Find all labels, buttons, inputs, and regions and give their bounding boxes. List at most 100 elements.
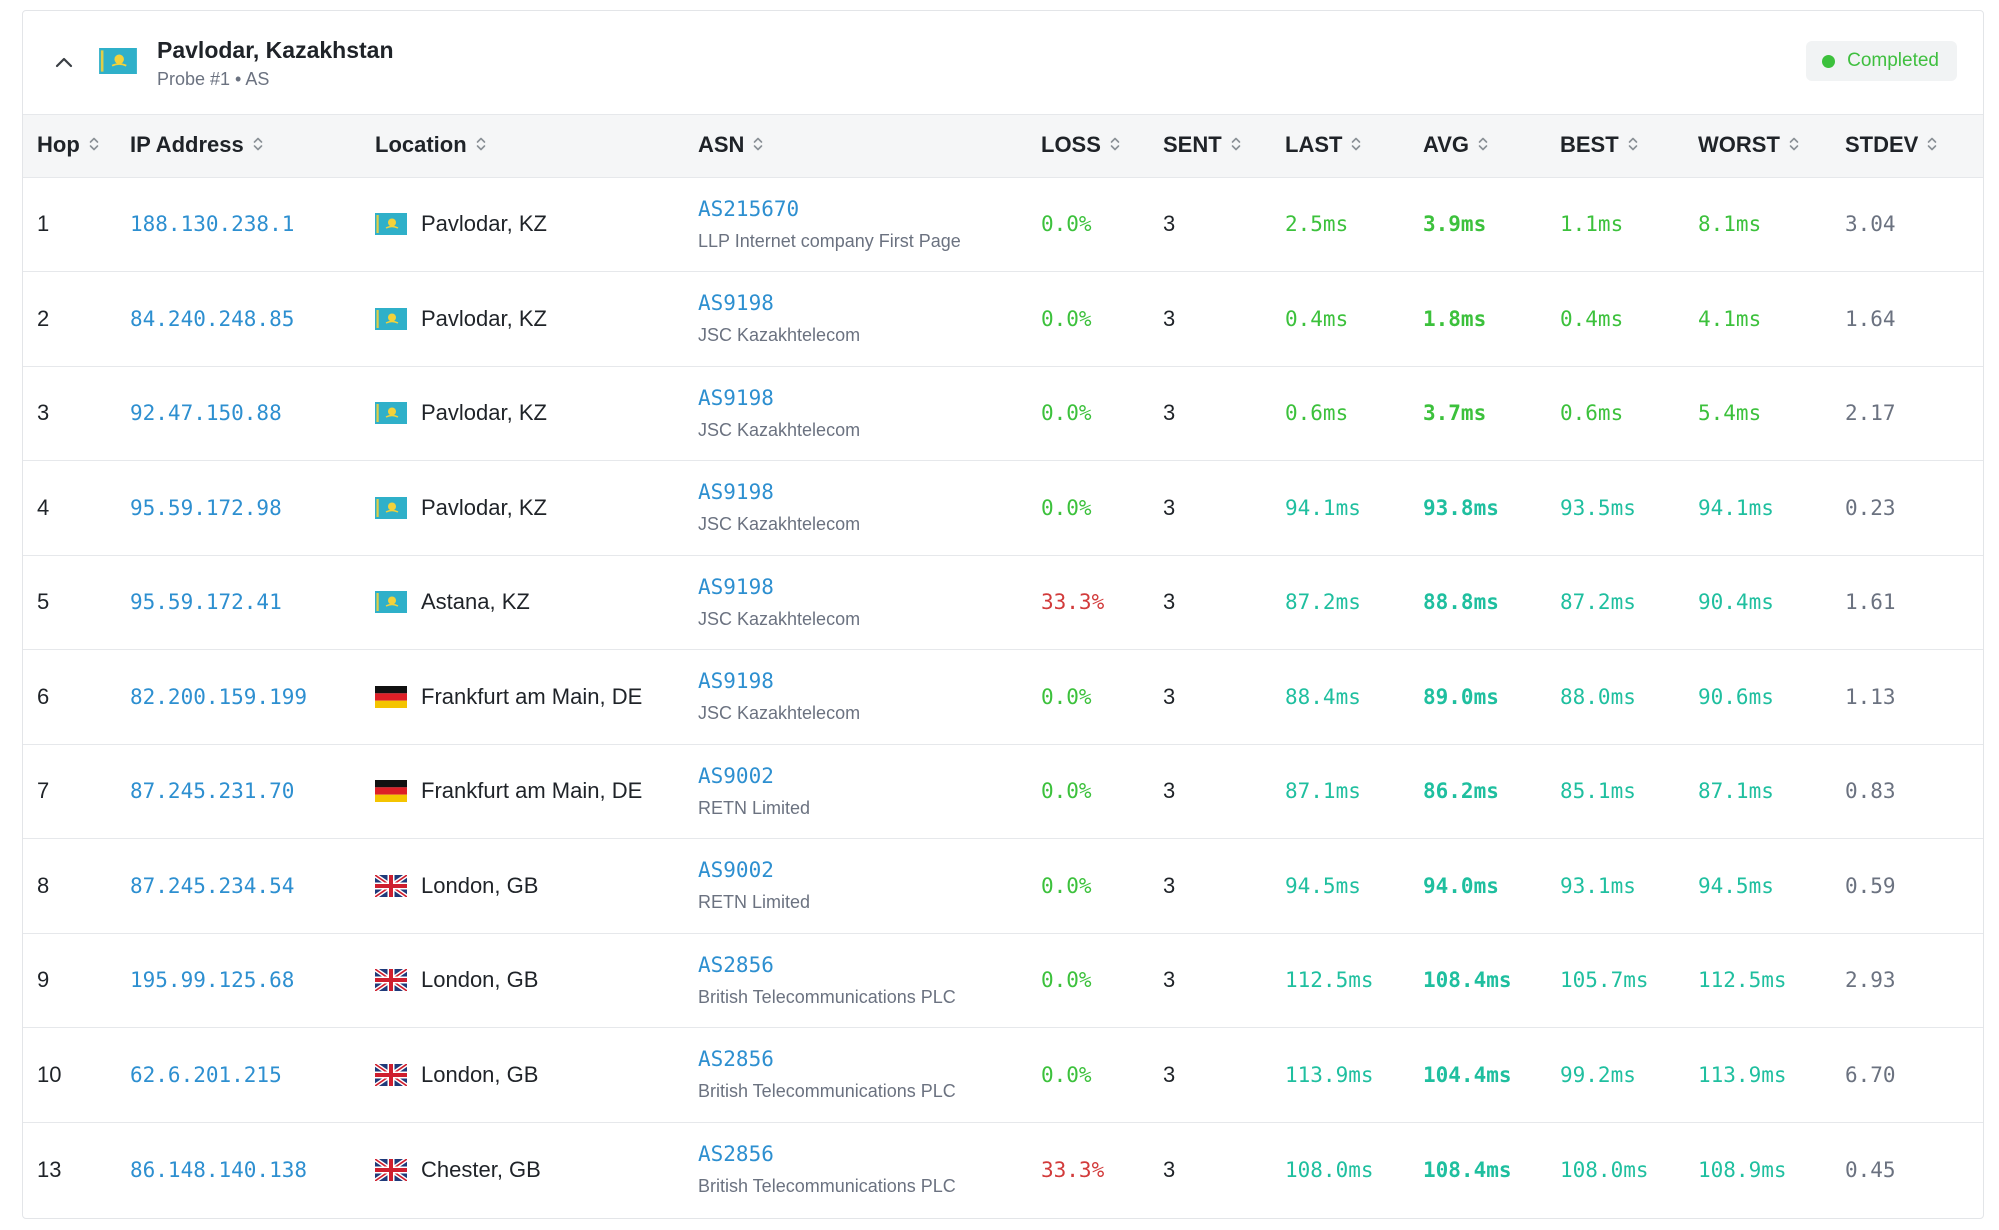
sort-icon[interactable] bbox=[1627, 133, 1639, 159]
stdev-cell: 3.04 bbox=[1845, 177, 1983, 272]
column-header-label: IP Address bbox=[130, 132, 244, 158]
sent-cell: 3 bbox=[1163, 177, 1285, 272]
loss-cell: 33.3% bbox=[1041, 1157, 1105, 1182]
ip-address-link[interactable]: 84.240.248.85 bbox=[130, 306, 295, 331]
asn-link[interactable]: AS9198 bbox=[698, 480, 774, 505]
table-row: 8 87.245.234.54 London, GB AS9002 RETN Limit… bbox=[23, 838, 1983, 934]
location-cell: London, GB bbox=[373, 873, 698, 899]
stdev-cell: 2.93 bbox=[1845, 933, 1983, 1028]
uk-flag-icon bbox=[373, 1156, 409, 1183]
loss-cell: 0.0% bbox=[1041, 460, 1163, 556]
table-row: 6 82.200.159.199 Frankfurt am Main, DE AS91… bbox=[23, 649, 1983, 745]
location-label: Pavlodar, KZ bbox=[421, 494, 547, 520]
column-header-label: SENT bbox=[1163, 132, 1222, 158]
column-header-last[interactable]: LAST bbox=[1285, 115, 1423, 178]
last-cell: 108.0ms bbox=[1285, 1157, 1374, 1182]
sort-icon[interactable] bbox=[1230, 133, 1242, 159]
last-cell: 87.2ms bbox=[1285, 555, 1423, 650]
ip-address-link[interactable]: 86.148.140.138 bbox=[130, 1157, 308, 1182]
stdev-cell: 1.13 bbox=[1845, 649, 1983, 745]
kazakhstan-flag-icon bbox=[375, 213, 407, 236]
sort-icon[interactable] bbox=[1788, 133, 1800, 159]
ip-address-link[interactable]: 87.245.234.54 bbox=[130, 873, 295, 898]
best-cell: 93.1ms bbox=[1560, 838, 1698, 934]
collapse-toggle[interactable] bbox=[51, 49, 77, 75]
location-cell: Frankfurt am Main, DE bbox=[375, 778, 698, 804]
sort-icon[interactable] bbox=[1109, 133, 1121, 159]
asn-link[interactable]: AS9198 bbox=[698, 385, 774, 410]
sort-icon[interactable] bbox=[88, 133, 100, 159]
best-cell: 108.0ms bbox=[1560, 1157, 1649, 1182]
ip-address-link[interactable]: 95.59.172.41 bbox=[130, 590, 282, 615]
column-header-label: Location bbox=[375, 132, 467, 158]
ip-address-link[interactable]: 92.47.150.88 bbox=[130, 401, 282, 426]
column-header-ip[interactable]: IP Address bbox=[130, 115, 375, 178]
kazakhstan-flag-icon bbox=[375, 496, 407, 519]
asn-link[interactable]: AS215670 bbox=[698, 196, 800, 221]
ip-address-link[interactable]: 62.6.201.215 bbox=[130, 1062, 282, 1087]
sent-cell: 3 bbox=[1163, 933, 1285, 1028]
kazakhstan-flag-icon bbox=[375, 591, 407, 614]
column-header-stdev[interactable]: STDEV bbox=[1845, 115, 1983, 178]
column-header-sent[interactable]: SENT bbox=[1163, 115, 1285, 178]
worst-cell: 87.1ms bbox=[1698, 744, 1845, 839]
best-cell: 105.7ms bbox=[1560, 933, 1698, 1028]
ip-address-link[interactable]: 82.200.159.199 bbox=[130, 684, 308, 709]
asn-link[interactable]: AS9198 bbox=[698, 574, 774, 599]
ip-address-link[interactable]: 195.99.125.68 bbox=[130, 968, 295, 993]
hop-cell: 6 bbox=[23, 649, 130, 745]
worst-cell: 94.5ms bbox=[1698, 838, 1845, 934]
column-header-hop[interactable]: Hop bbox=[23, 115, 130, 178]
asn-link[interactable]: AS2856 bbox=[698, 1142, 774, 1166]
sort-icon[interactable] bbox=[1477, 133, 1489, 159]
asn-link[interactable]: AS9198 bbox=[698, 669, 774, 694]
column-header-asn[interactable]: ASN bbox=[698, 115, 1041, 178]
asn-name: RETN Limited bbox=[698, 797, 811, 818]
asn-link[interactable]: AS9198 bbox=[698, 291, 774, 316]
location-label: Chester, GB bbox=[421, 1156, 541, 1182]
column-header-avg[interactable]: AVG bbox=[1423, 115, 1560, 178]
kazakhstan-flag-icon bbox=[375, 402, 407, 425]
column-header-location[interactable]: Location bbox=[375, 115, 698, 178]
stdev-cell: 6.70 bbox=[1845, 1027, 1983, 1123]
location-cell: Pavlodar, KZ bbox=[375, 400, 698, 426]
worst-cell: 113.9ms bbox=[1698, 1027, 1845, 1123]
stdev-cell: 0.59 bbox=[1845, 838, 1983, 934]
column-header-label: LOSS bbox=[1041, 132, 1101, 158]
avg-cell: 89.0ms bbox=[1423, 649, 1560, 745]
asn-link[interactable]: AS9002 bbox=[698, 763, 774, 788]
best-cell: 1.1ms bbox=[1560, 177, 1698, 272]
asn-link[interactable]: AS9002 bbox=[698, 858, 774, 883]
sort-icon[interactable] bbox=[1926, 133, 1938, 159]
location-label: Pavlodar, KZ bbox=[421, 211, 547, 237]
best-cell: 99.2ms bbox=[1560, 1027, 1698, 1123]
ip-address-link[interactable]: 188.130.238.1 bbox=[130, 212, 295, 237]
sort-icon[interactable] bbox=[1350, 133, 1362, 159]
column-header-label: ASN bbox=[698, 132, 745, 158]
location-label: Frankfurt am Main, DE bbox=[421, 683, 643, 709]
ip-address-link[interactable]: 95.59.172.98 bbox=[130, 495, 282, 520]
sort-icon[interactable] bbox=[752, 133, 764, 159]
avg-cell: 3.9ms bbox=[1423, 177, 1560, 272]
probe-header: Pavlodar, Kazakhstan Probe #1 • AS Compl… bbox=[23, 11, 1983, 115]
uk-flag-icon bbox=[373, 967, 409, 994]
asn-link[interactable]: AS2856 bbox=[698, 952, 774, 977]
asn-name: JSC Kazakhtelecom bbox=[698, 608, 861, 629]
ip-address-link[interactable]: 87.245.231.70 bbox=[130, 779, 295, 804]
column-header-loss[interactable]: LOSS bbox=[1041, 115, 1163, 178]
location-label: Frankfurt am Main, DE bbox=[421, 778, 643, 804]
avg-cell: 104.4ms bbox=[1423, 1027, 1560, 1123]
sort-icon[interactable] bbox=[252, 133, 264, 159]
sort-icon[interactable] bbox=[475, 133, 487, 159]
location-label: Pavlodar, KZ bbox=[421, 305, 547, 331]
hop-cell: 8 bbox=[23, 838, 130, 934]
asn-name: LLP Internet company First Page bbox=[698, 230, 961, 251]
kazakhstan-flag-icon bbox=[375, 307, 407, 330]
chevron-up-icon bbox=[55, 57, 73, 68]
column-header-worst[interactable]: WORST bbox=[1698, 115, 1845, 178]
last-cell: 88.4ms bbox=[1285, 649, 1423, 745]
column-header-best[interactable]: BEST bbox=[1560, 115, 1698, 178]
loss-cell: 33.3% bbox=[1041, 555, 1163, 650]
avg-cell: 108.4ms bbox=[1423, 1157, 1512, 1182]
asn-link[interactable]: AS2856 bbox=[698, 1047, 774, 1072]
